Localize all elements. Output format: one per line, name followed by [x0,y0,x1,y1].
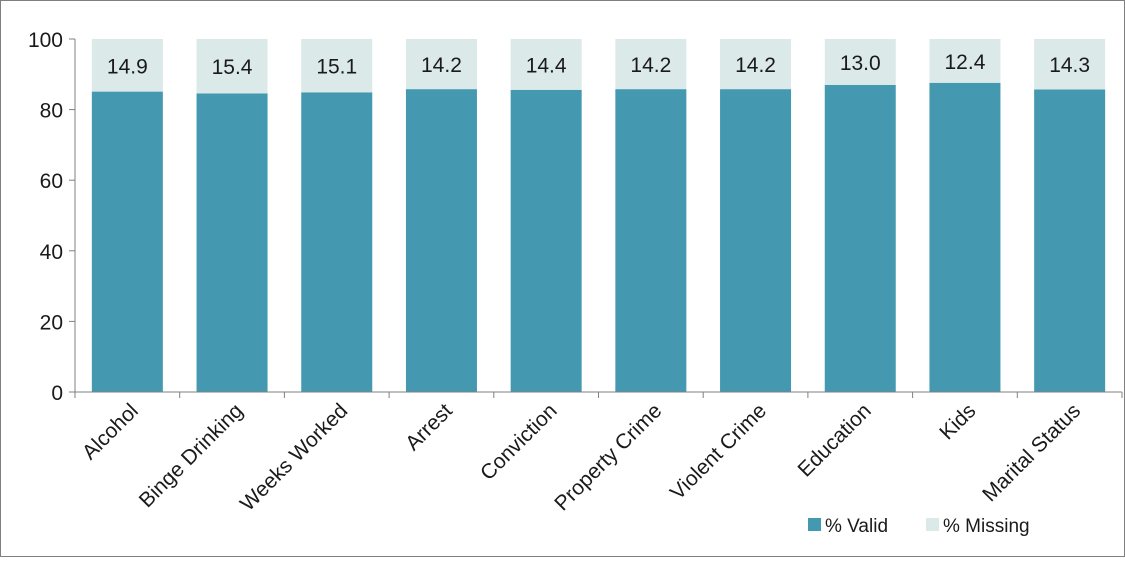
bar-valid [405,89,477,392]
labels-layer: 14.9 15.4 15.1 14.2 14.4 14.2 14.2 13.0 12.4 14.3 [107,51,1090,79]
legend-swatch [926,518,939,531]
bar-valid [301,92,373,392]
data-label: 14.2 [735,54,776,77]
legend-swatch [808,518,821,531]
y-tick-label: 0 [51,382,63,405]
legend-label: % Missing [943,516,1030,537]
y-tick-label: 40 [40,241,63,264]
data-label: 14.4 [526,54,567,77]
bar-missing [196,39,268,94]
bar-missing [1034,39,1106,90]
bar-valid [720,89,792,392]
data-label: 14.2 [421,54,462,77]
data-label: 14.3 [1049,54,1090,77]
data-label: 13.0 [840,52,881,75]
bar-missing [929,39,1001,83]
bar-valid [1034,89,1106,392]
data-label: 14.9 [107,55,148,78]
bar-valid [196,93,268,392]
legend-label: % Valid [825,516,888,537]
bar-missing [405,39,477,90]
bars-layer [91,39,1106,393]
bar-missing [301,39,373,93]
y-tick-label: 20 [40,311,63,334]
bar-missing [510,39,582,90]
y-tick-label: 60 [40,170,63,193]
bar-valid [510,89,582,392]
bar-valid [615,89,687,392]
bar-missing [824,39,896,85]
bar-missing [615,39,687,90]
data-label: 14.2 [630,54,671,77]
bar-missing [720,39,792,90]
data-label: 12.4 [945,51,986,74]
y-tick-label: 80 [40,100,63,123]
bar-valid [824,84,896,392]
data-label: 15.4 [212,56,253,79]
bar-valid [929,82,1001,392]
bar-missing [91,39,163,92]
bar-valid [91,91,163,393]
data-label: 15.1 [316,56,357,79]
legend: % Valid % Missing [808,516,1030,537]
y-tick-label: 100 [28,29,63,52]
